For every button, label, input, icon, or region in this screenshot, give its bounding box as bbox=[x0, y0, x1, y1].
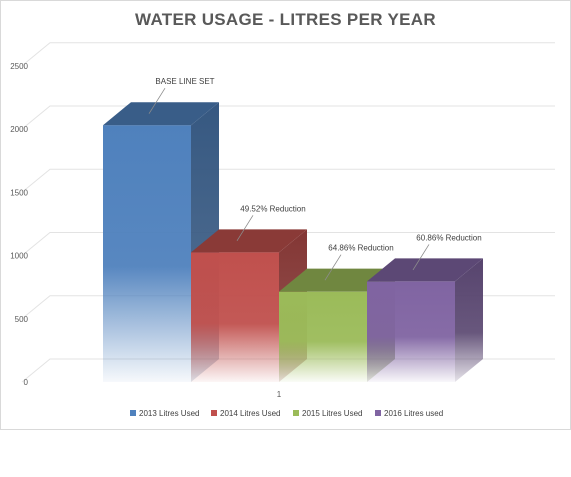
gridline bbox=[21, 42, 555, 67]
annotations: BASE LINE SET 49.52% Reduction 64.86% Redu… bbox=[148, 77, 482, 281]
bars bbox=[103, 102, 483, 382]
legend-swatch bbox=[293, 410, 299, 416]
legend-label: 2016 Litres used bbox=[384, 409, 443, 418]
annotation-label: 49.52% Reduction bbox=[240, 204, 305, 213]
bar-front bbox=[367, 281, 455, 382]
annotation-leader bbox=[148, 87, 166, 114]
bar-top bbox=[103, 102, 219, 126]
bar-top bbox=[279, 268, 395, 292]
y-tick-label: 500 bbox=[15, 315, 29, 324]
y-tick-label: 0 bbox=[24, 378, 29, 387]
annotation-leader bbox=[324, 254, 342, 281]
annotation-label: 64.86% Reduction bbox=[328, 244, 393, 253]
bar-front bbox=[191, 252, 279, 382]
gridlines bbox=[21, 42, 555, 383]
annotation-label: BASE LINE SET bbox=[155, 77, 214, 86]
legend-item: 2016 Litres used bbox=[375, 409, 443, 418]
bar-side bbox=[455, 258, 483, 382]
y-tick-label: 1500 bbox=[10, 188, 28, 197]
bar-top bbox=[367, 258, 483, 282]
y-tick-label: 2000 bbox=[10, 125, 28, 134]
legend-swatch bbox=[130, 410, 136, 416]
legend: 2013 Litres Used 2014 Litres Used 2015 Lit… bbox=[130, 409, 443, 418]
x-axis-ticks: 1 bbox=[277, 390, 282, 399]
annotation-leader bbox=[412, 244, 430, 271]
gridline bbox=[21, 232, 555, 256]
bar-4 bbox=[367, 258, 483, 382]
bar-top bbox=[191, 229, 307, 253]
y-tick-label: 2500 bbox=[10, 62, 28, 71]
chart-title: WATER USAGE - LITRES PER YEAR bbox=[135, 10, 436, 29]
legend-label: 2014 Litres Used bbox=[220, 409, 280, 418]
legend-label: 2015 Litres Used bbox=[302, 409, 362, 418]
legend-label: 2013 Litres Used bbox=[139, 409, 199, 418]
legend-item: 2015 Litres Used bbox=[293, 409, 362, 418]
y-tick-label: 1000 bbox=[10, 252, 28, 261]
bar-front bbox=[103, 125, 191, 382]
bar-2 bbox=[191, 229, 307, 382]
gridline bbox=[21, 105, 555, 130]
legend-swatch bbox=[375, 410, 381, 416]
annotation-label: 60.86% Reduction bbox=[416, 233, 481, 242]
legend-item: 2014 Litres Used bbox=[211, 409, 280, 418]
bar-front bbox=[279, 291, 367, 382]
x-tick-label: 1 bbox=[277, 390, 282, 399]
legend-item: 2013 Litres Used bbox=[130, 409, 199, 418]
gridline bbox=[21, 168, 555, 193]
annotation-leader bbox=[236, 215, 254, 242]
legend-swatch bbox=[211, 410, 217, 416]
y-axis-ticks: 0 500 1000 1500 2000 2500 bbox=[10, 62, 28, 387]
